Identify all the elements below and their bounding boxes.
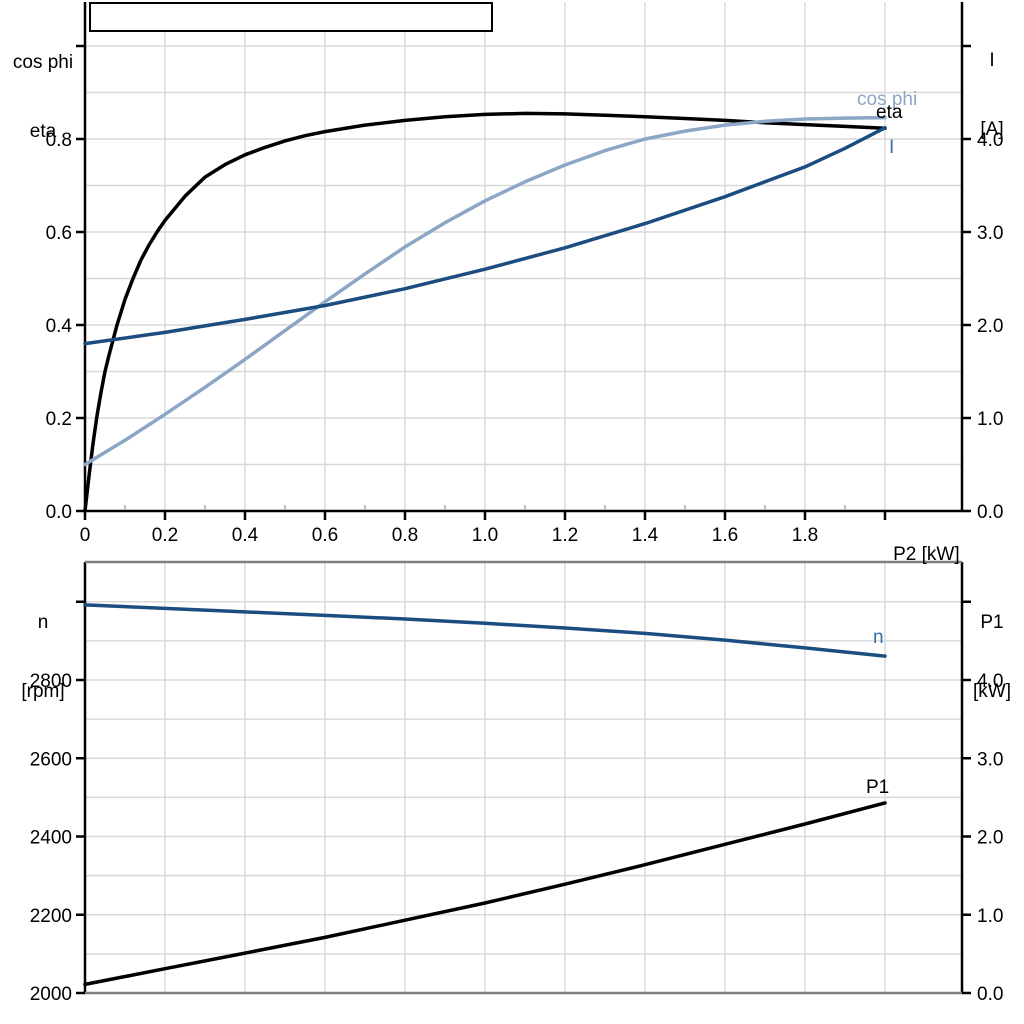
- bottom-right-axis-title: P1 [kW]: [960, 565, 1024, 749]
- right-tick-label: 3.0: [977, 223, 1003, 244]
- left-tick-label: 2400: [30, 828, 72, 849]
- x-tick-label: 0.6: [312, 525, 338, 546]
- cos-phi-axis-label: cos phi: [12, 52, 74, 73]
- x-tick-label: 0.8: [392, 525, 418, 546]
- right-tick-label: 0.0: [977, 502, 1003, 523]
- eta-axis-label: eta: [29, 121, 57, 142]
- left-tick-label: 2000: [30, 984, 72, 1005]
- left-tick-label: 2600: [30, 749, 72, 770]
- right-tick-label: 4.0: [977, 130, 1003, 151]
- rpm-unit-label: [rpm]: [21, 681, 65, 702]
- kw-unit-label: [kW]: [973, 681, 1011, 702]
- right-tick-label: 4.0: [977, 671, 1003, 692]
- left-tick-label: 2800: [30, 671, 72, 692]
- cos-phi-curve-label: cos phi: [857, 89, 918, 110]
- series-P1-curve: [83, 801, 887, 987]
- ampere-unit-label: [A]: [980, 119, 1004, 140]
- x-tick-label: 1.6: [712, 525, 738, 546]
- top-left-axis-title: cos phi eta: [2, 5, 84, 189]
- p1-axis-label: P1: [980, 612, 1004, 633]
- series-eta-curve: [83, 111, 887, 513]
- right-tick-label: 2.0: [977, 316, 1003, 337]
- current-axis-label: I: [989, 50, 995, 71]
- left-tick-label: 2200: [30, 906, 72, 927]
- x-axis-title: P2 [kW]: [872, 520, 960, 589]
- chart-title: CRI5-9 + 90SD 1.5 kW 3*400 V, 50 Hz: [121, 31, 467, 32]
- x-tick-label: 0.4: [232, 525, 259, 546]
- left-tick-label: 0.4: [46, 316, 73, 337]
- series-I-curve: [83, 126, 887, 346]
- x-tick-label: 1.8: [792, 525, 818, 546]
- right-tick-label: 2.0: [977, 828, 1003, 849]
- left-tick-label: 0.6: [46, 223, 72, 244]
- top-right-axis-title: I [A]: [962, 3, 1022, 187]
- current-curve-label: I: [889, 137, 895, 158]
- x-tick-label: 0: [80, 525, 91, 546]
- x-tick-label: 0.2: [152, 525, 178, 546]
- right-tick-label: 1.0: [977, 906, 1003, 927]
- speed-curve-label: n: [873, 627, 884, 648]
- x-tick-label: 1.0: [472, 525, 498, 546]
- right-tick-label: 3.0: [977, 749, 1003, 770]
- x-tick-label: 1.4: [632, 525, 659, 546]
- chart-title-box: CRI5-9 + 90SD 1.5 kW 3*400 V, 50 Hz: [89, 2, 493, 32]
- eta-curve-label: eta: [876, 102, 903, 123]
- series-n-curve: [83, 603, 887, 658]
- x-tick-label: 1.2: [552, 525, 578, 546]
- right-tick-label: 1.0: [977, 409, 1003, 430]
- speed-axis-label: n: [37, 612, 49, 633]
- left-tick-label: 0.0: [46, 502, 72, 523]
- left-tick-label: 0.8: [46, 130, 72, 151]
- left-tick-label: 0.2: [46, 409, 72, 430]
- series-cos-phi-curve: [83, 115, 887, 467]
- bottom-left-axis-title: n [rpm]: [2, 565, 84, 749]
- p1-curve-label: P1: [866, 777, 890, 798]
- p2-kw-label: P2 [kW]: [893, 544, 960, 565]
- right-tick-label: 0.0: [977, 984, 1003, 1005]
